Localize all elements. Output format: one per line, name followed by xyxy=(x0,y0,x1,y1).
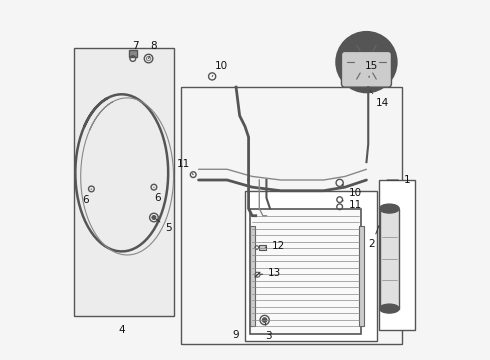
Circle shape xyxy=(347,42,386,82)
Text: 8: 8 xyxy=(148,41,157,59)
FancyBboxPatch shape xyxy=(359,226,364,327)
FancyBboxPatch shape xyxy=(379,180,415,330)
Text: 13: 13 xyxy=(260,268,281,278)
FancyBboxPatch shape xyxy=(342,51,392,87)
Text: 10: 10 xyxy=(212,61,228,76)
FancyBboxPatch shape xyxy=(249,226,255,327)
Ellipse shape xyxy=(379,304,399,313)
FancyBboxPatch shape xyxy=(129,50,137,57)
Text: 14: 14 xyxy=(370,91,389,108)
Text: 3: 3 xyxy=(265,323,271,341)
Text: 9: 9 xyxy=(233,330,240,341)
Text: 4: 4 xyxy=(119,325,125,335)
Text: 12: 12 xyxy=(265,241,285,251)
Text: 10: 10 xyxy=(342,184,362,198)
Text: 1: 1 xyxy=(387,175,411,185)
Text: 11: 11 xyxy=(176,159,193,175)
FancyBboxPatch shape xyxy=(259,246,267,249)
FancyBboxPatch shape xyxy=(380,208,399,309)
Text: 6: 6 xyxy=(154,187,161,203)
FancyBboxPatch shape xyxy=(181,87,402,344)
FancyBboxPatch shape xyxy=(245,191,377,341)
Circle shape xyxy=(336,32,397,93)
FancyBboxPatch shape xyxy=(74,48,173,316)
Text: 5: 5 xyxy=(156,219,172,233)
FancyBboxPatch shape xyxy=(250,208,361,334)
Text: 7: 7 xyxy=(132,41,138,57)
Text: 2: 2 xyxy=(368,225,379,249)
Circle shape xyxy=(263,318,267,322)
Circle shape xyxy=(152,216,156,219)
Text: 15: 15 xyxy=(365,61,378,77)
Ellipse shape xyxy=(379,204,399,213)
Text: 6: 6 xyxy=(83,189,92,204)
Text: 11: 11 xyxy=(343,200,362,210)
